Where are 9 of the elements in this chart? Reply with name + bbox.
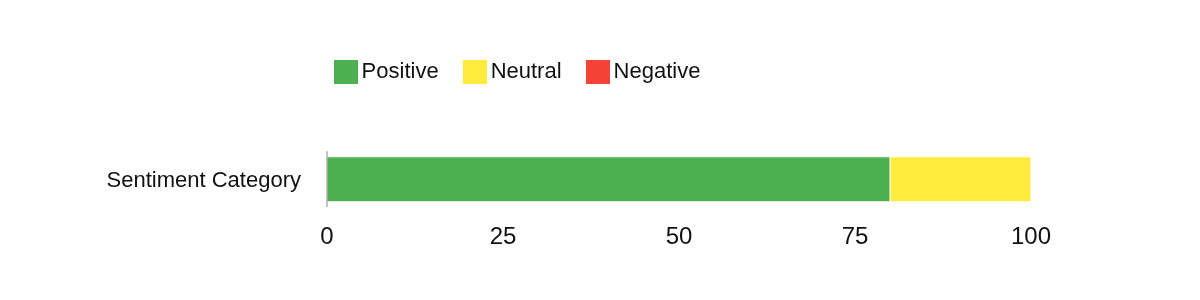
y-tick-label: Sentiment Category xyxy=(106,166,301,192)
x-tick-label: 100 xyxy=(1010,222,1052,250)
x-tick-label: 0 xyxy=(320,222,334,250)
x-tick-label: 25 xyxy=(489,222,517,250)
legend-label: Positive xyxy=(361,58,439,83)
x-tick-label: 50 xyxy=(665,222,693,250)
x-tick-label: 75 xyxy=(841,222,869,250)
legend-label: Neutral xyxy=(490,58,562,83)
legend-label: Negative xyxy=(613,58,701,83)
